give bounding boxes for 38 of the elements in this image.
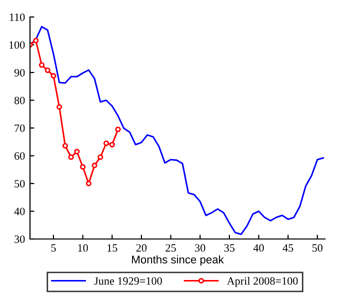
point: [33, 38, 39, 44]
point: [44, 68, 50, 74]
x-tick-label: 20: [136, 244, 147, 252]
legend-label: April 2008=100: [226, 276, 298, 287]
x-tick-label: 45: [282, 244, 294, 252]
x-tick-label: 25: [166, 244, 176, 252]
y-tick-label: 60: [14, 152, 25, 160]
point: [109, 142, 115, 148]
point: [74, 148, 80, 154]
y-tick-label: 80: [14, 96, 25, 104]
y-tick-label: 50: [14, 180, 25, 188]
point: [68, 154, 74, 160]
point: [98, 154, 104, 160]
y-tick-label: 70: [14, 124, 25, 132]
point: [86, 180, 92, 186]
x-tick-label: 5: [51, 244, 56, 252]
x-tick-label: 15: [108, 244, 118, 252]
x-tick-label: 35: [224, 244, 235, 252]
point: [50, 73, 56, 79]
y-tick-label: 90: [14, 68, 25, 76]
y-tick-label: 30: [14, 235, 25, 243]
point: [80, 164, 86, 170]
point: [115, 126, 121, 132]
y-tick-label: 110: [10, 13, 25, 21]
point: [92, 162, 98, 168]
x-tick-label: 10: [78, 244, 88, 252]
x-tick-label: 50: [312, 244, 323, 252]
legend-label: June 1929=100: [94, 277, 162, 285]
y-tick-label: 100: [9, 41, 25, 49]
point: [56, 104, 62, 110]
point: [62, 142, 68, 149]
y-tick-label: 40: [14, 208, 25, 216]
point: [38, 62, 45, 68]
point: [103, 140, 110, 146]
line-series: [30, 26, 324, 236]
x-tick-label: 40: [253, 244, 264, 252]
x-tick-label: 30: [195, 244, 206, 252]
x-axis-title: Months since peak: [132, 255, 224, 266]
